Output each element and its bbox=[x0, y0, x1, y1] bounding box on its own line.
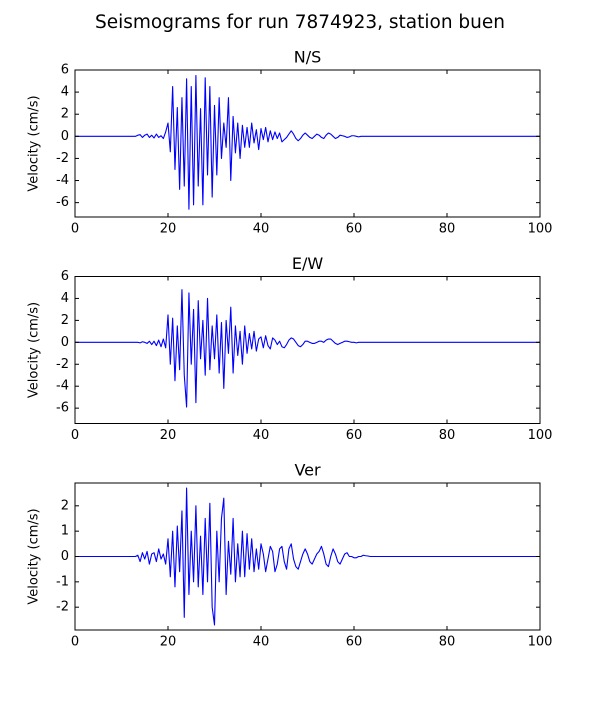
series-line bbox=[75, 289, 540, 408]
y-tick-label: 6 bbox=[61, 269, 69, 284]
x-tick-label: 20 bbox=[160, 635, 177, 650]
y-tick-label: -4 bbox=[56, 173, 69, 188]
x-tick-label: 80 bbox=[439, 635, 456, 650]
x-tick-label: 0 bbox=[71, 428, 79, 443]
subplot-title: Ver bbox=[294, 461, 321, 480]
x-tick-label: 40 bbox=[253, 428, 270, 443]
x-tick-label: 60 bbox=[346, 222, 363, 237]
subplot-title: E/W bbox=[292, 254, 324, 273]
x-tick-label: 40 bbox=[253, 222, 270, 237]
x-tick-label: 60 bbox=[346, 428, 363, 443]
y-tick-label: 0 bbox=[61, 549, 69, 564]
y-axis-label: Velocity (cm/s) bbox=[27, 302, 42, 398]
x-tick-label: 80 bbox=[439, 222, 456, 237]
x-tick-label: 40 bbox=[253, 635, 270, 650]
y-tick-label: 2 bbox=[61, 107, 69, 122]
y-axis-label: Velocity (cm/s) bbox=[27, 95, 42, 191]
y-axis-label: Velocity (cm/s) bbox=[27, 508, 42, 604]
y-tick-label: -6 bbox=[56, 401, 69, 416]
x-tick-label: 100 bbox=[528, 222, 553, 237]
x-tick-label: 80 bbox=[439, 428, 456, 443]
x-tick-label: 60 bbox=[346, 635, 363, 650]
x-tick-label: 100 bbox=[528, 635, 553, 650]
x-tick-label: 0 bbox=[71, 222, 79, 237]
y-tick-label: 0 bbox=[61, 129, 69, 144]
y-tick-label: -2 bbox=[56, 357, 69, 372]
y-tick-label: 2 bbox=[61, 498, 69, 513]
x-tick-label: 0 bbox=[71, 635, 79, 650]
x-tick-label: 20 bbox=[160, 222, 177, 237]
axes-frame bbox=[74, 276, 541, 424]
y-tick-label: -1 bbox=[56, 574, 69, 589]
figure-title: Seismograms for run 7874923, station bue… bbox=[95, 12, 505, 33]
y-tick-label: 0 bbox=[61, 335, 69, 350]
y-tick-label: 2 bbox=[61, 313, 69, 328]
y-tick-label: 4 bbox=[61, 291, 69, 306]
series-line bbox=[75, 487, 540, 626]
subplot-title: N/S bbox=[294, 48, 322, 67]
y-tick-label: 4 bbox=[61, 85, 69, 100]
y-tick-label: 1 bbox=[61, 524, 69, 539]
y-tick-label: -2 bbox=[56, 151, 69, 166]
y-tick-label: -6 bbox=[56, 195, 69, 210]
x-tick-label: 20 bbox=[160, 428, 177, 443]
y-tick-label: 6 bbox=[61, 63, 69, 78]
series-line bbox=[75, 74, 540, 210]
y-tick-label: -2 bbox=[56, 600, 69, 615]
x-tick-label: 100 bbox=[528, 428, 553, 443]
axes-frame bbox=[74, 69, 541, 218]
y-tick-label: -4 bbox=[56, 379, 69, 394]
